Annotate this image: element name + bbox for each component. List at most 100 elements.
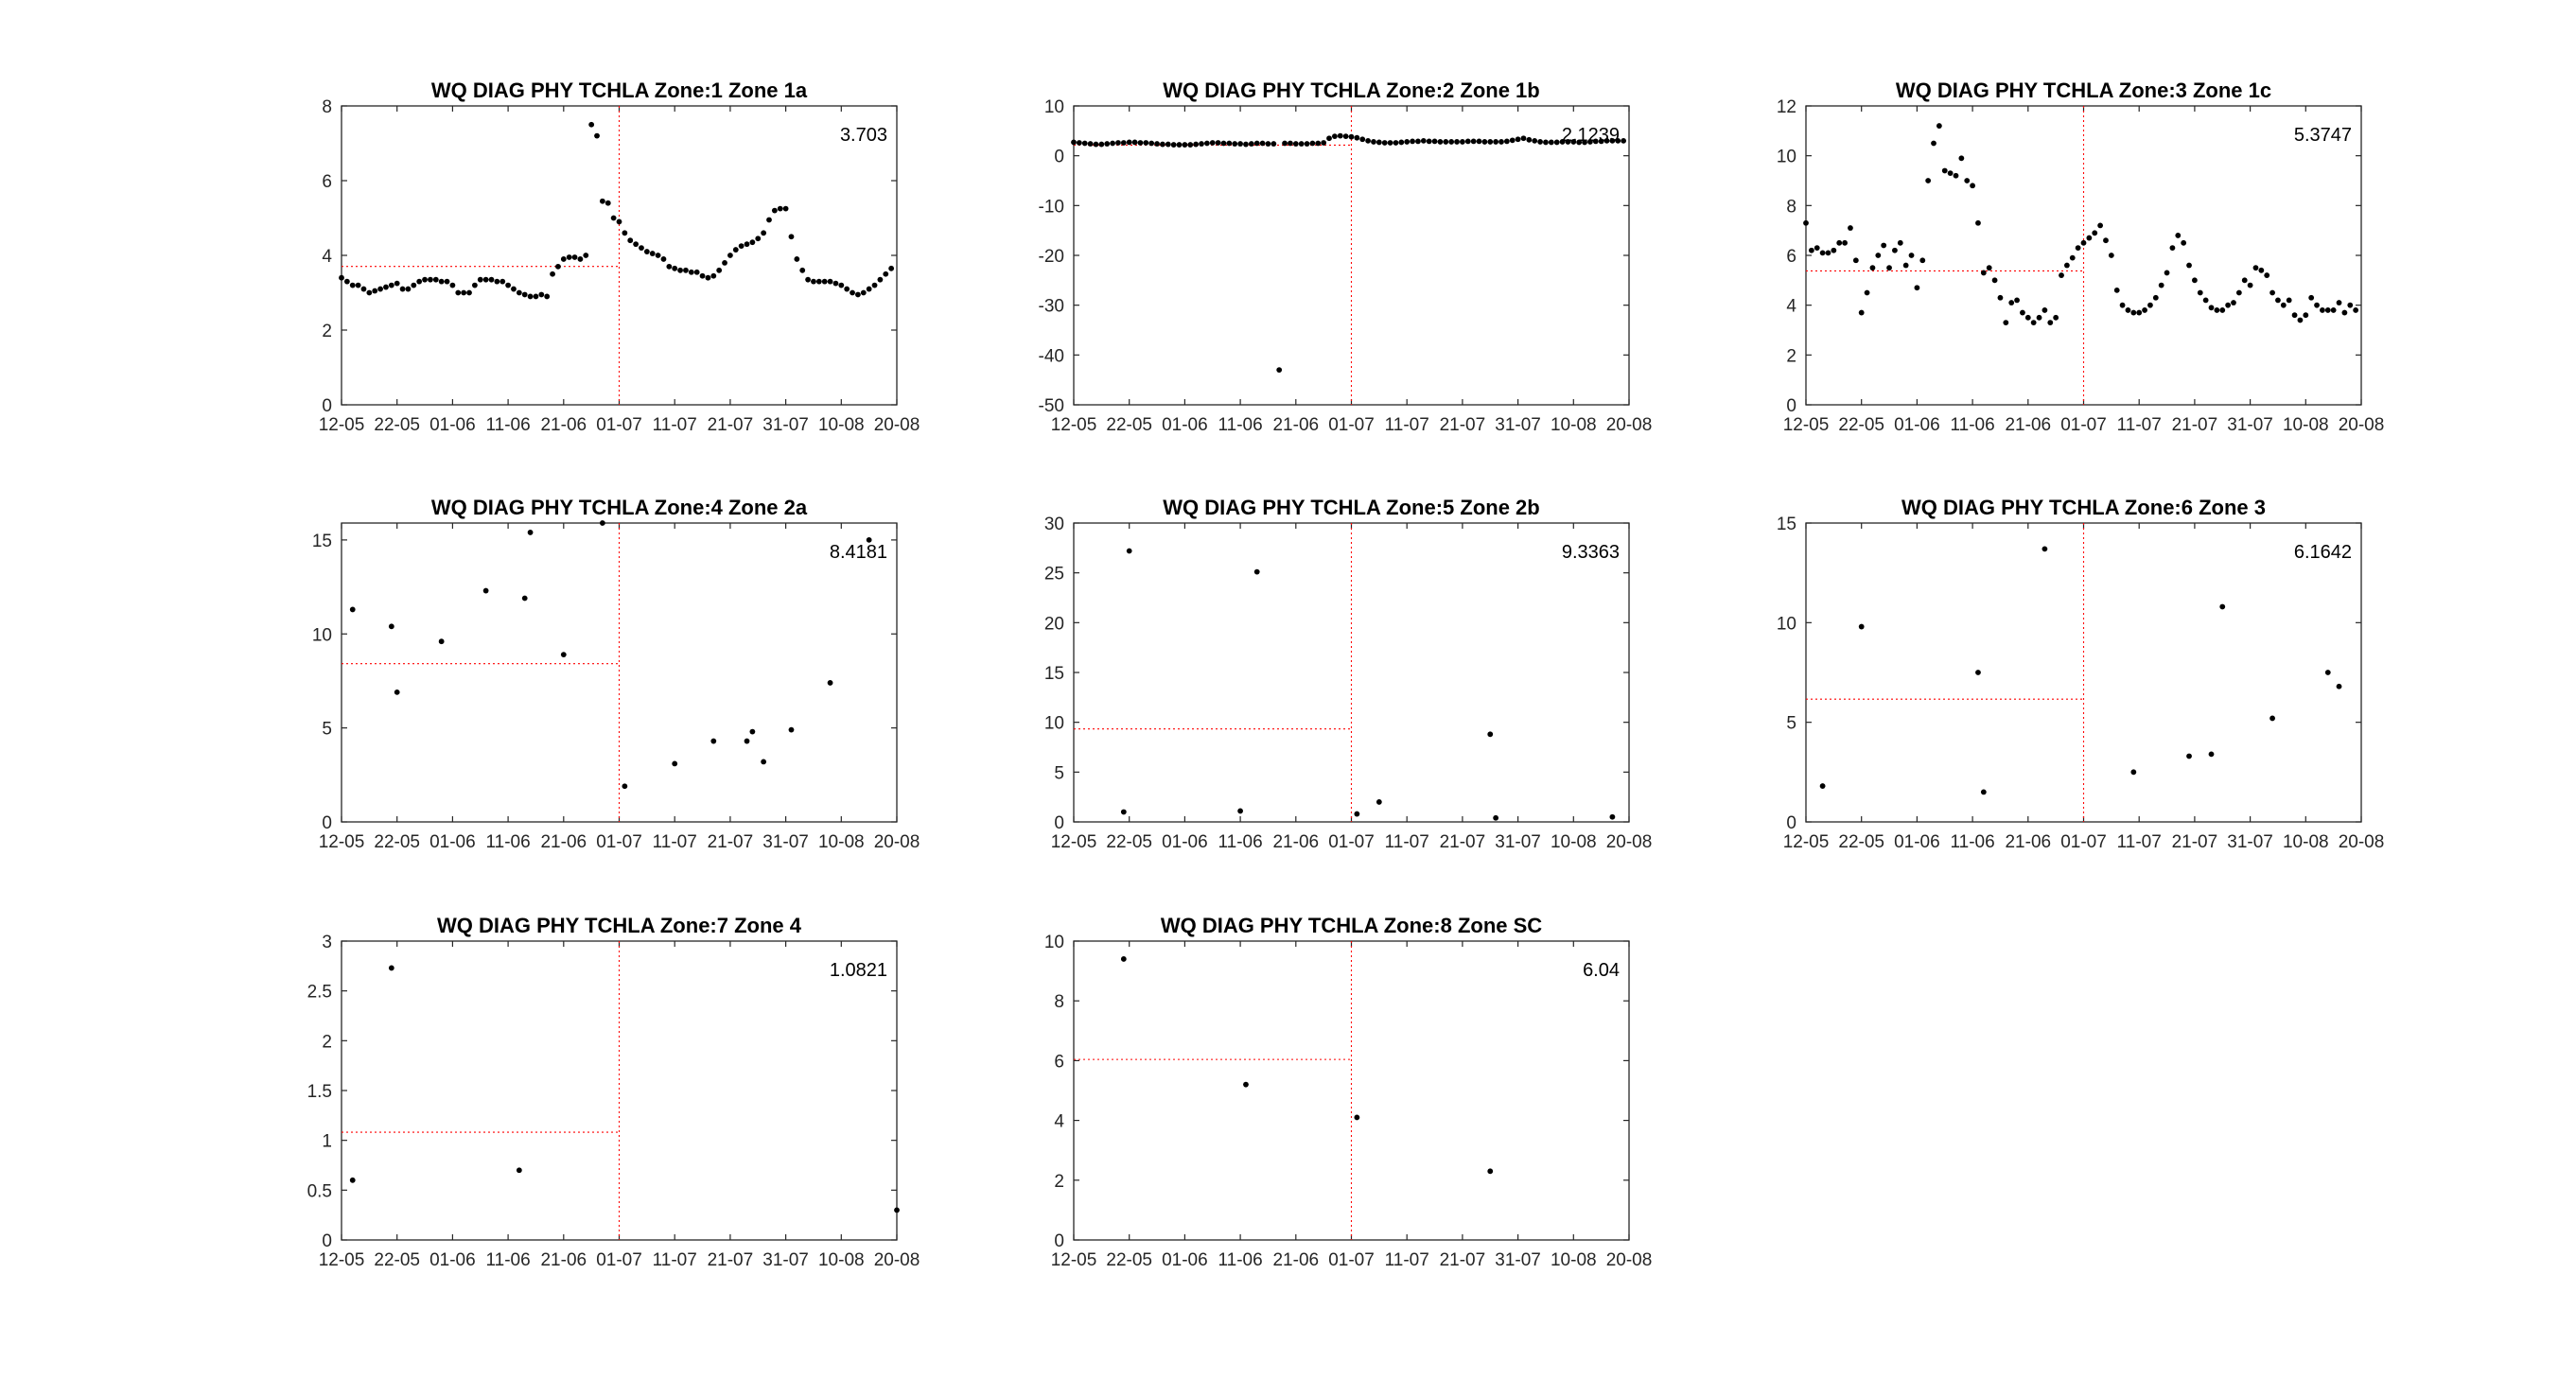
data-point [866, 536, 872, 543]
y-tick-label: 8 [1054, 992, 1064, 1012]
plot-frame [1073, 105, 1630, 406]
data-point [1354, 1114, 1360, 1121]
plot-frame [341, 105, 898, 406]
data-point [405, 286, 412, 292]
data-point [1243, 1081, 1249, 1088]
data-point [1215, 140, 1221, 146]
y-tick-label: 2 [322, 322, 332, 341]
data-point [1598, 138, 1604, 145]
data-point [550, 271, 555, 277]
x-tick-label: 10-08 [1551, 415, 1597, 435]
data-point [1526, 136, 1533, 143]
data-point [1115, 140, 1121, 146]
data-point [372, 288, 378, 294]
y-tick-label: 1.5 [307, 1082, 332, 1102]
data-point [1237, 808, 1243, 814]
data-point [1226, 140, 1233, 147]
data-point [1348, 133, 1355, 140]
data-point [1431, 138, 1438, 145]
data-point [2214, 307, 2220, 313]
data-point [527, 293, 534, 300]
data-point [544, 293, 551, 300]
data-point [749, 239, 756, 246]
data-point [649, 251, 656, 256]
data-point [2003, 320, 2009, 325]
data-point [1131, 139, 1138, 146]
x-tick-label: 21-06 [540, 832, 587, 852]
x-tick-label: 31-07 [2227, 415, 2273, 435]
x-tick-label: 20-08 [2339, 415, 2385, 435]
x-tick-label: 11-07 [2117, 415, 2162, 435]
x-tick-label: 12-05 [319, 415, 365, 435]
data-point [360, 286, 367, 292]
data-point [827, 680, 833, 686]
data-point [850, 289, 855, 296]
data-point [777, 205, 783, 212]
data-point [343, 278, 350, 285]
data-point [672, 265, 678, 271]
data-point [494, 278, 500, 285]
x-tick-label: 01-06 [1894, 415, 1940, 435]
data-point [1420, 137, 1427, 144]
x-tick-label: 11-06 [486, 415, 531, 435]
y-tick-label: 5 [1054, 763, 1064, 783]
data-point [1081, 140, 1088, 147]
data-point [1864, 289, 1870, 296]
data-point [1470, 138, 1477, 145]
data-point [1897, 239, 1903, 246]
data-point [1570, 139, 1577, 145]
plot-title: WQ DIAG PHY TCHLA Zone:4 Zone 2a [431, 496, 808, 519]
data-point [727, 253, 733, 258]
data-point [2192, 277, 2198, 284]
subplot-8: 12-05 22-05 01-06 11-06 21-06 01-07 11-07 21-07… [1044, 914, 1652, 1270]
x-tick-label: 12-05 [1051, 1250, 1097, 1270]
data-point [761, 759, 767, 765]
data-point [1170, 142, 1177, 148]
x-tick-label: 01-06 [1162, 415, 1208, 435]
y-tick-label: 10 [1044, 933, 1064, 952]
data-point [461, 289, 467, 296]
data-point [1454, 139, 1460, 145]
data-point [488, 276, 495, 283]
data-point [1110, 140, 1115, 147]
data-point [339, 274, 344, 281]
data-point [1437, 139, 1444, 145]
y-tick-label: 6 [322, 172, 332, 192]
data-point [744, 241, 750, 248]
y-tick-label: 0 [1054, 813, 1064, 833]
data-point [1443, 139, 1449, 145]
data-point [2186, 262, 2192, 269]
plot-frame [1805, 522, 2362, 823]
data-point [1220, 140, 1227, 147]
mean-annotation: 6.1642 [2294, 542, 2352, 563]
x-tick-label: 10-08 [2283, 415, 2329, 435]
data-point [610, 215, 617, 221]
data-point [1836, 239, 1843, 246]
data-point [1886, 265, 1892, 271]
y-tick-label: 12 [1777, 97, 1796, 117]
x-tick-label: 22-05 [1838, 415, 1884, 435]
data-point [2336, 683, 2342, 690]
x-tick-label: 11-06 [1218, 832, 1263, 852]
data-point [349, 282, 356, 288]
x-tick-label: 21-06 [2005, 832, 2051, 852]
data-point [428, 276, 433, 283]
data-point [577, 256, 584, 262]
y-tick-label: 2 [1786, 346, 1796, 366]
data-point [1165, 141, 1171, 148]
data-point [1825, 250, 1831, 256]
data-point [1120, 140, 1127, 146]
x-tick-label: 21-06 [540, 1250, 587, 1270]
data-point [1154, 141, 1160, 147]
x-tick-label: 31-07 [762, 415, 809, 435]
data-point [1253, 568, 1260, 575]
data-point [1958, 155, 1965, 162]
data-point [1803, 219, 1809, 226]
data-point [799, 267, 806, 273]
x-tick-label: 11-06 [1218, 415, 1263, 435]
data-point [1448, 139, 1455, 145]
y-tick-label: 10 [1044, 714, 1064, 734]
data-point [2336, 300, 2342, 305]
y-tick-label: 5 [322, 720, 332, 740]
x-tick-label: 01-06 [429, 1250, 476, 1270]
